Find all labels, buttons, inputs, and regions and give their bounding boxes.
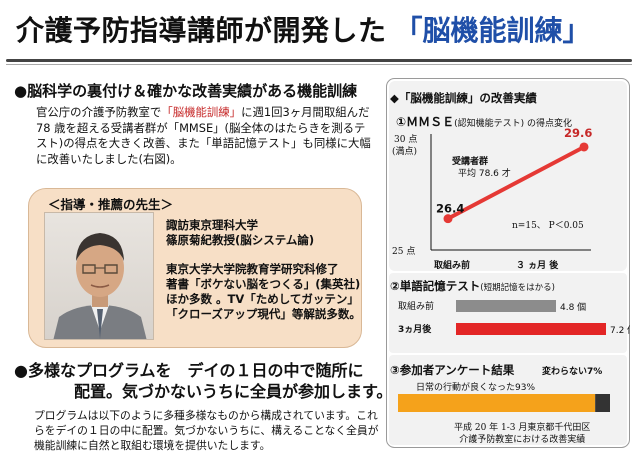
word-test-title-note: (短期記憶をはかる) [480, 283, 555, 293]
section2-title-line1: ●多様なプログラムを デイの１日の中で随所に [14, 361, 364, 380]
section2-paragraph: プログラムは以下のように多種多様なものから構成されています。これらをデイの１日の… [34, 409, 379, 452]
word-value-after: 7.2 個 [610, 324, 630, 336]
word-value-before: 4.8 個 [560, 301, 586, 313]
mmse-point-before [443, 214, 453, 224]
footnote-line2: 介護予防教室における改善実績 [459, 435, 586, 445]
results-title: ◆「脳機能訓練」の改善実績 [390, 91, 537, 105]
mmse-title: ①ＭＭＳＥ(認知機能テスト) の得点変化 [396, 113, 572, 130]
advisor-bio-line: 著書「ボケない脳をつくる」(集英社) [166, 277, 361, 291]
advisor-affiliation: 諏訪東京理科大学 [166, 218, 258, 232]
section1-paragraph-highlight: 「脳機能訓練」 [161, 105, 242, 119]
mmse-xtick-after: ３ ヵ月 後 [516, 259, 559, 271]
advisor-bio-line: 「クローズアップ現代」等解説多数。 [166, 307, 361, 321]
footnote-line1: 平成 20 年 1-3 月東京都千代田区 [454, 423, 591, 433]
mmse-ytick-bottom: 25 点 [392, 246, 415, 257]
page-title: 介護予防指導講師が開発した [16, 14, 387, 47]
mmse-ytick-sub: (満点) [392, 146, 417, 157]
survey-chart: 日常の行動が良くなった93% 変わらない7% [398, 366, 610, 412]
mmse-chart: 30 点 (満点) 25 点 26.4 29.6 受講者群 平均 78.6 才 … [392, 128, 592, 271]
word-test-title-text: ②単語記憶テスト [390, 279, 481, 293]
survey-segment-improved [398, 394, 596, 412]
mmse-xtick-before: 取組み前 [434, 259, 470, 271]
survey-label-improved: 日常の行動が良くなった93% [416, 381, 535, 393]
advisor-name: 篠原菊紀教授(脳システム論) [166, 233, 315, 247]
mmse-annotation-stats: n=15、 P＜0.05 [512, 221, 584, 231]
advisor-name-block: 諏訪東京理科大学 篠原菊紀教授(脳システム論) [166, 218, 314, 248]
word-bar-before [456, 300, 556, 312]
survey-title: ③参加者アンケート結果 [390, 363, 515, 377]
word-test-chart: 取組み前 3ヵ月後 4.8 個 7.2 個 [398, 300, 630, 336]
mmse-title-text: ①ＭＭＳＥ [396, 115, 455, 129]
mmse-title-note: (認知機能テスト) の得点変化 [454, 119, 573, 129]
section1-title: ●脳科学の裏付け＆確かな改善実績がある機能訓練 [14, 82, 358, 100]
advisor-bio-line: 東京大学大学院教育学研究科修了 [166, 262, 339, 276]
mmse-series-line [446, 144, 586, 221]
survey-segment-unchanged [595, 394, 610, 412]
mmse-annotation-group: 受講者群 [452, 155, 488, 167]
page-title-highlight: 「脳機能訓練」 [394, 14, 591, 47]
results-footnote: 平成 20 年 1-3 月東京都千代田区 介護予防教室における改善実績 [454, 422, 590, 446]
section1-paragraph-pre: 官公庁の介護予防教室で [36, 105, 162, 119]
advisor-bio-line: ほか多数 。TV「ためしてガッテン」 [166, 292, 359, 306]
word-bar-after [456, 323, 606, 335]
word-cat-after: 3ヵ月後 [398, 323, 432, 335]
survey-label-unchanged: 変わらない7% [542, 366, 602, 377]
advisor-photo [44, 212, 154, 340]
section1-paragraph: 官公庁の介護予防教室で「脳機能訓練」に週1回3ヶ月間取組んだ78 歳を超える受講… [36, 105, 372, 167]
mmse-point-after [579, 142, 589, 152]
advisor-bio: 東京大学大学院教育学研究科修了 著書「ボケない脳をつくる」(集英社) ほか多数 … [166, 262, 361, 322]
header-rule-thin [6, 64, 632, 65]
page-header: 介護予防指導講師が開発した 「脳機能訓練」 [0, 0, 638, 58]
portrait-image [53, 233, 147, 339]
section1-paragraph-post: に週1回3ヶ月間取組んだ78 歳を超える受講者群が「MMSE」(脳全体のはたらき… [36, 105, 371, 166]
mmse-ytick-top: 30 点 [394, 134, 417, 145]
section2-title-line2: 配置。気づかないうちに全員が参加します。 [74, 382, 393, 401]
mmse-label-after: 29.6 [564, 128, 592, 140]
header-rule [6, 59, 632, 62]
mmse-label-before: 26.4 [436, 202, 464, 216]
mmse-annotation-age: 平均 78.6 才 [458, 167, 511, 179]
advisor-label: ＜指導・推薦の先生＞ [48, 197, 174, 212]
section2-title: ●多様なプログラムを デイの１日の中で随所に 配置。気づかないうちに全員が参加し… [14, 360, 392, 402]
word-cat-before: 取組み前 [398, 300, 434, 312]
word-test-title: ②単語記憶テスト(短期記憶をはかる) [390, 278, 555, 294]
